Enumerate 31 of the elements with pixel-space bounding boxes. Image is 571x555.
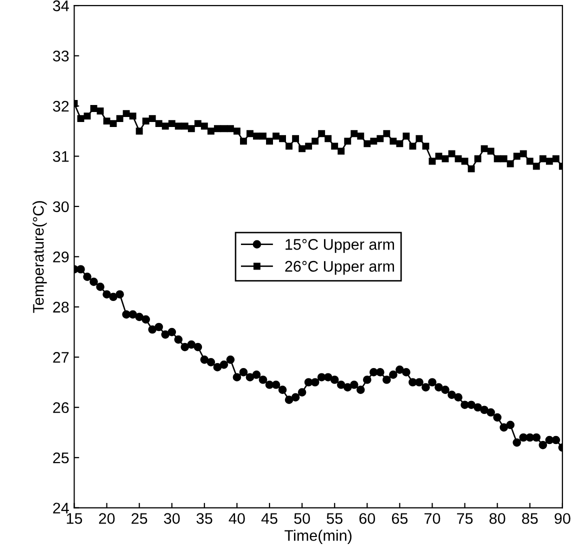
x-tick-label: 25 <box>132 513 148 524</box>
y-tick-label: 28 <box>53 302 69 313</box>
legend-label: 15°C Upper arm <box>286 239 394 253</box>
y-tick-label: 29 <box>53 252 69 262</box>
y-tick-label: 31 <box>52 151 69 162</box>
x-tick-label: 20 <box>99 513 115 524</box>
x-tick-label: 80 <box>490 513 506 524</box>
x-tick-label: 35 <box>196 513 212 524</box>
x-tick-label: 15 <box>66 513 82 524</box>
x-tick-label: 40 <box>228 513 245 524</box>
x-tick-label: 85 <box>522 513 538 524</box>
x-tick-label: 70 <box>424 513 440 524</box>
x-tick-label: 60 <box>359 513 376 524</box>
y-tick-label: 33 <box>52 50 69 62</box>
x-tick-label: 55 <box>326 513 342 524</box>
y-tick-label: 34 <box>52 0 69 12</box>
y-tick-label: 27 <box>53 352 69 363</box>
x-tick-label: 45 <box>261 513 278 524</box>
y-axis-title: Temperature(°C) <box>32 201 47 313</box>
y-tick-label: 25 <box>53 452 69 464</box>
x-tick-label: 30 <box>164 513 180 524</box>
x-tick-label: 75 <box>457 513 473 524</box>
y-tick-label: 26 <box>53 402 69 414</box>
x-tick-label: 90 <box>554 513 570 524</box>
y-tick-label: 32 <box>52 100 69 112</box>
x-axis-title: Time(min) <box>284 530 352 544</box>
y-tick-label: 30 <box>52 201 69 212</box>
y-tick-label: 24 <box>53 502 69 514</box>
x-tick-label: 50 <box>294 513 310 524</box>
legend-label: 26°C Upper arm <box>285 260 394 275</box>
x-tick-label: 65 <box>392 513 408 524</box>
